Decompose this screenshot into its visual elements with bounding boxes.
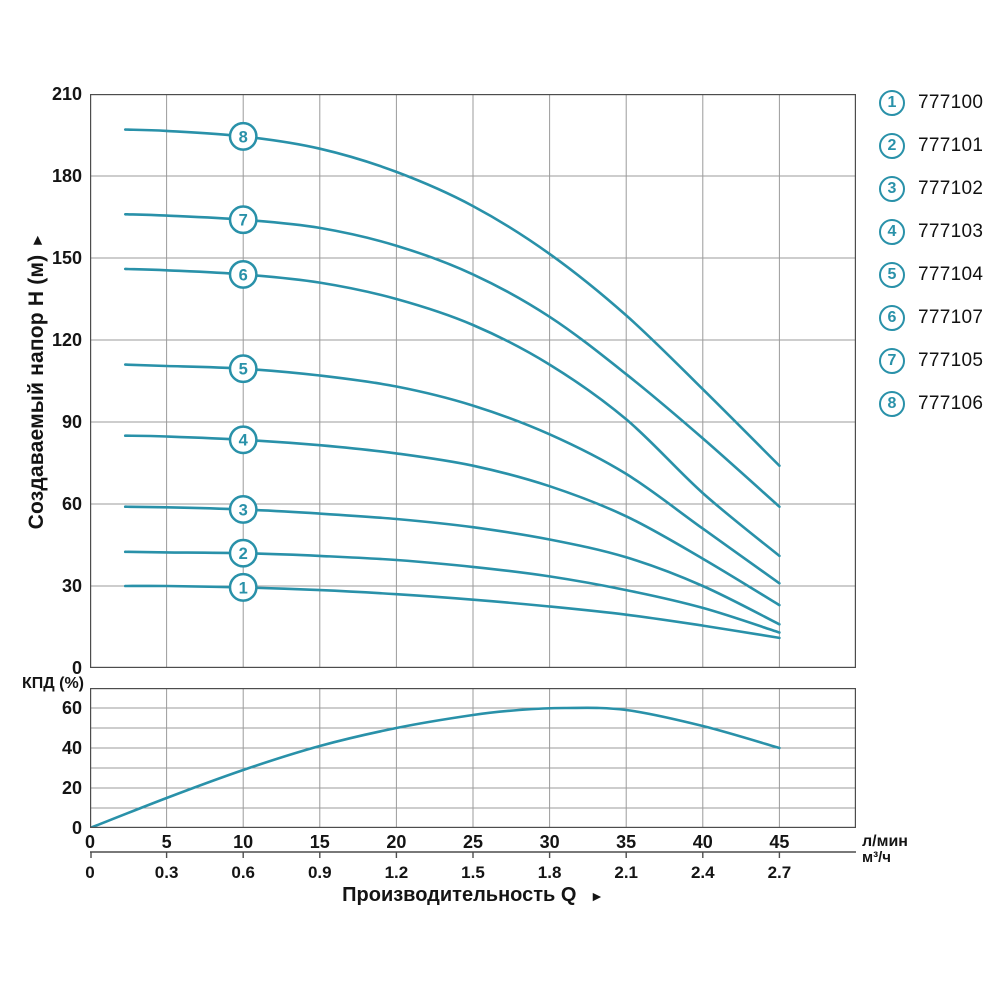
x-tick-label-lmin: 40: [692, 832, 713, 852]
legend-item-777107: 6 777107: [879, 304, 983, 331]
head-curve-777102: [123, 505, 781, 626]
x-tick-label-lmin: 20: [386, 832, 407, 852]
head-curve-777105: [123, 212, 781, 508]
efficiency-y-tick-label: 40: [61, 737, 82, 758]
curve-label-number: 3: [239, 501, 248, 519]
x-tick-label-lmin: 25: [462, 832, 484, 852]
curve-label-circle: [228, 354, 258, 384]
legend-number-badge: 6: [879, 304, 905, 331]
flow-unit-lmin: л/мин: [862, 833, 908, 850]
curve-label-number: 5: [239, 361, 248, 379]
x-tick-label-m3h: 0.6: [231, 863, 255, 882]
curve-label-circle: [228, 121, 258, 151]
legend-number-badge: 4: [879, 218, 905, 245]
curve-label-number: 8: [239, 128, 248, 146]
legend-number-badge: 7: [879, 347, 905, 374]
x-tick-label-m3h: 1.2: [384, 863, 409, 882]
x-axis-title-text: Производительность Q: [342, 884, 577, 906]
x-tick-label-lmin: 0: [84, 832, 95, 852]
legend-model-label: 777101: [918, 134, 984, 156]
flow-unit-m3h: м³/ч: [862, 849, 891, 866]
curve-label-circle: [228, 572, 258, 602]
head-curve-777100: [123, 584, 781, 640]
head-curve-777101: [123, 550, 781, 634]
curve-label-circle: [228, 425, 258, 455]
efficiency-y-tick-label: 0: [71, 817, 82, 838]
up-arrow-icon: ►: [28, 232, 46, 248]
curve-label-circle: [228, 259, 258, 289]
legend-model-label: 777105: [918, 349, 984, 371]
right-arrow-icon: ►: [590, 888, 604, 904]
legend-number-badge: 1: [879, 89, 905, 116]
x-tick-label-lmin: 10: [233, 832, 254, 852]
legend-item-777103: 4 777103: [879, 218, 983, 245]
curve-label-number: 4: [239, 432, 249, 450]
x-tick-label-lmin: 45: [769, 832, 790, 852]
efficiency-chart-frame: [90, 688, 856, 828]
head-curve-777106: [123, 128, 781, 467]
legend-model-label: 777103: [918, 220, 984, 242]
head-chart-svg: 1 2 3 4 5 6 7 8: [90, 94, 856, 668]
head-y-tick-label: 150: [51, 247, 82, 268]
head-y-tick-label: 120: [51, 329, 82, 350]
efficiency-curve-path: [90, 706, 781, 828]
head-y-tick-label: 90: [61, 411, 82, 432]
legend-model-label: 777104: [918, 263, 984, 285]
legend-item-777106: 8 777106: [879, 390, 983, 417]
x-tick-label-m3h: 0.3: [154, 863, 179, 882]
x-tick-label-lmin: 5: [161, 832, 172, 852]
head-chart-frame: [90, 94, 856, 668]
legend-model-label: 777107: [918, 306, 984, 328]
head-curve-777107: [123, 267, 781, 558]
head-y-tick-label: 180: [51, 165, 82, 186]
x-tick-label-m3h: 2.7: [767, 863, 792, 882]
legend-number-badge: 5: [879, 261, 905, 288]
head-y-tick-label: 0: [71, 657, 82, 678]
head-y-tick-label: 60: [61, 493, 82, 514]
efficiency-y-tick-label: 60: [61, 697, 82, 718]
legend-item-777104: 5 777104: [879, 261, 983, 288]
curve-label-circle: [228, 495, 258, 524]
legend-model-label: 777106: [918, 392, 984, 414]
legend-number-badge: 8: [879, 390, 905, 417]
legend-item-777102: 3 777102: [879, 175, 983, 202]
legend: 1 777100 2 777101 3 777102 4 777103 5 777104 6 7771…: [879, 89, 983, 417]
head-curve-777103: [123, 434, 781, 607]
head-y-tick-label: 210: [51, 83, 82, 104]
legend-number-badge: 2: [879, 132, 905, 159]
x-axis-title: Производительность Q ►: [90, 884, 856, 907]
x-tick-label-m3h: 2.4: [690, 863, 715, 882]
legend-item-777101: 2 777101: [879, 132, 983, 159]
curve-label-number: 7: [239, 212, 248, 230]
x-tick-label-m3h: 1.8: [537, 863, 562, 882]
legend-number-badge: 3: [879, 175, 905, 202]
x-tick-label-lmin: 35: [616, 832, 637, 852]
legend-model-label: 777100: [918, 91, 984, 113]
legend-item-777105: 7 777105: [879, 347, 983, 374]
x-tick-label-lmin: 30: [539, 832, 560, 852]
x-tick-label-m3h: 0: [85, 863, 95, 882]
x-tick-label-m3h: 1.5: [461, 863, 485, 882]
legend-model-label: 777102: [918, 177, 984, 199]
x-tick-label-m3h: 2.1: [614, 863, 638, 882]
head-y-tick-label: 30: [61, 575, 82, 596]
secondary-axis: [90, 851, 856, 858]
efficiency-chart-svg: [90, 688, 856, 828]
head-curve-777104: [123, 363, 781, 585]
x-tick-label-m3h: 0.9: [307, 863, 332, 882]
curve-label-number: 1: [239, 579, 248, 597]
curve-label-circle: [228, 538, 258, 568]
x-tick-label-lmin: 15: [309, 832, 330, 852]
curve-label-number: 6: [239, 266, 248, 284]
curve-label-circle: [228, 205, 258, 235]
efficiency-y-tick-label: 20: [61, 777, 82, 798]
curve-label-number: 2: [239, 545, 248, 563]
legend-item-777100: 1 777100: [879, 89, 983, 116]
y-axis-title-text: Создаваемый напор H (м): [25, 254, 48, 530]
efficiency-axis-title: КПД (%): [22, 675, 84, 692]
